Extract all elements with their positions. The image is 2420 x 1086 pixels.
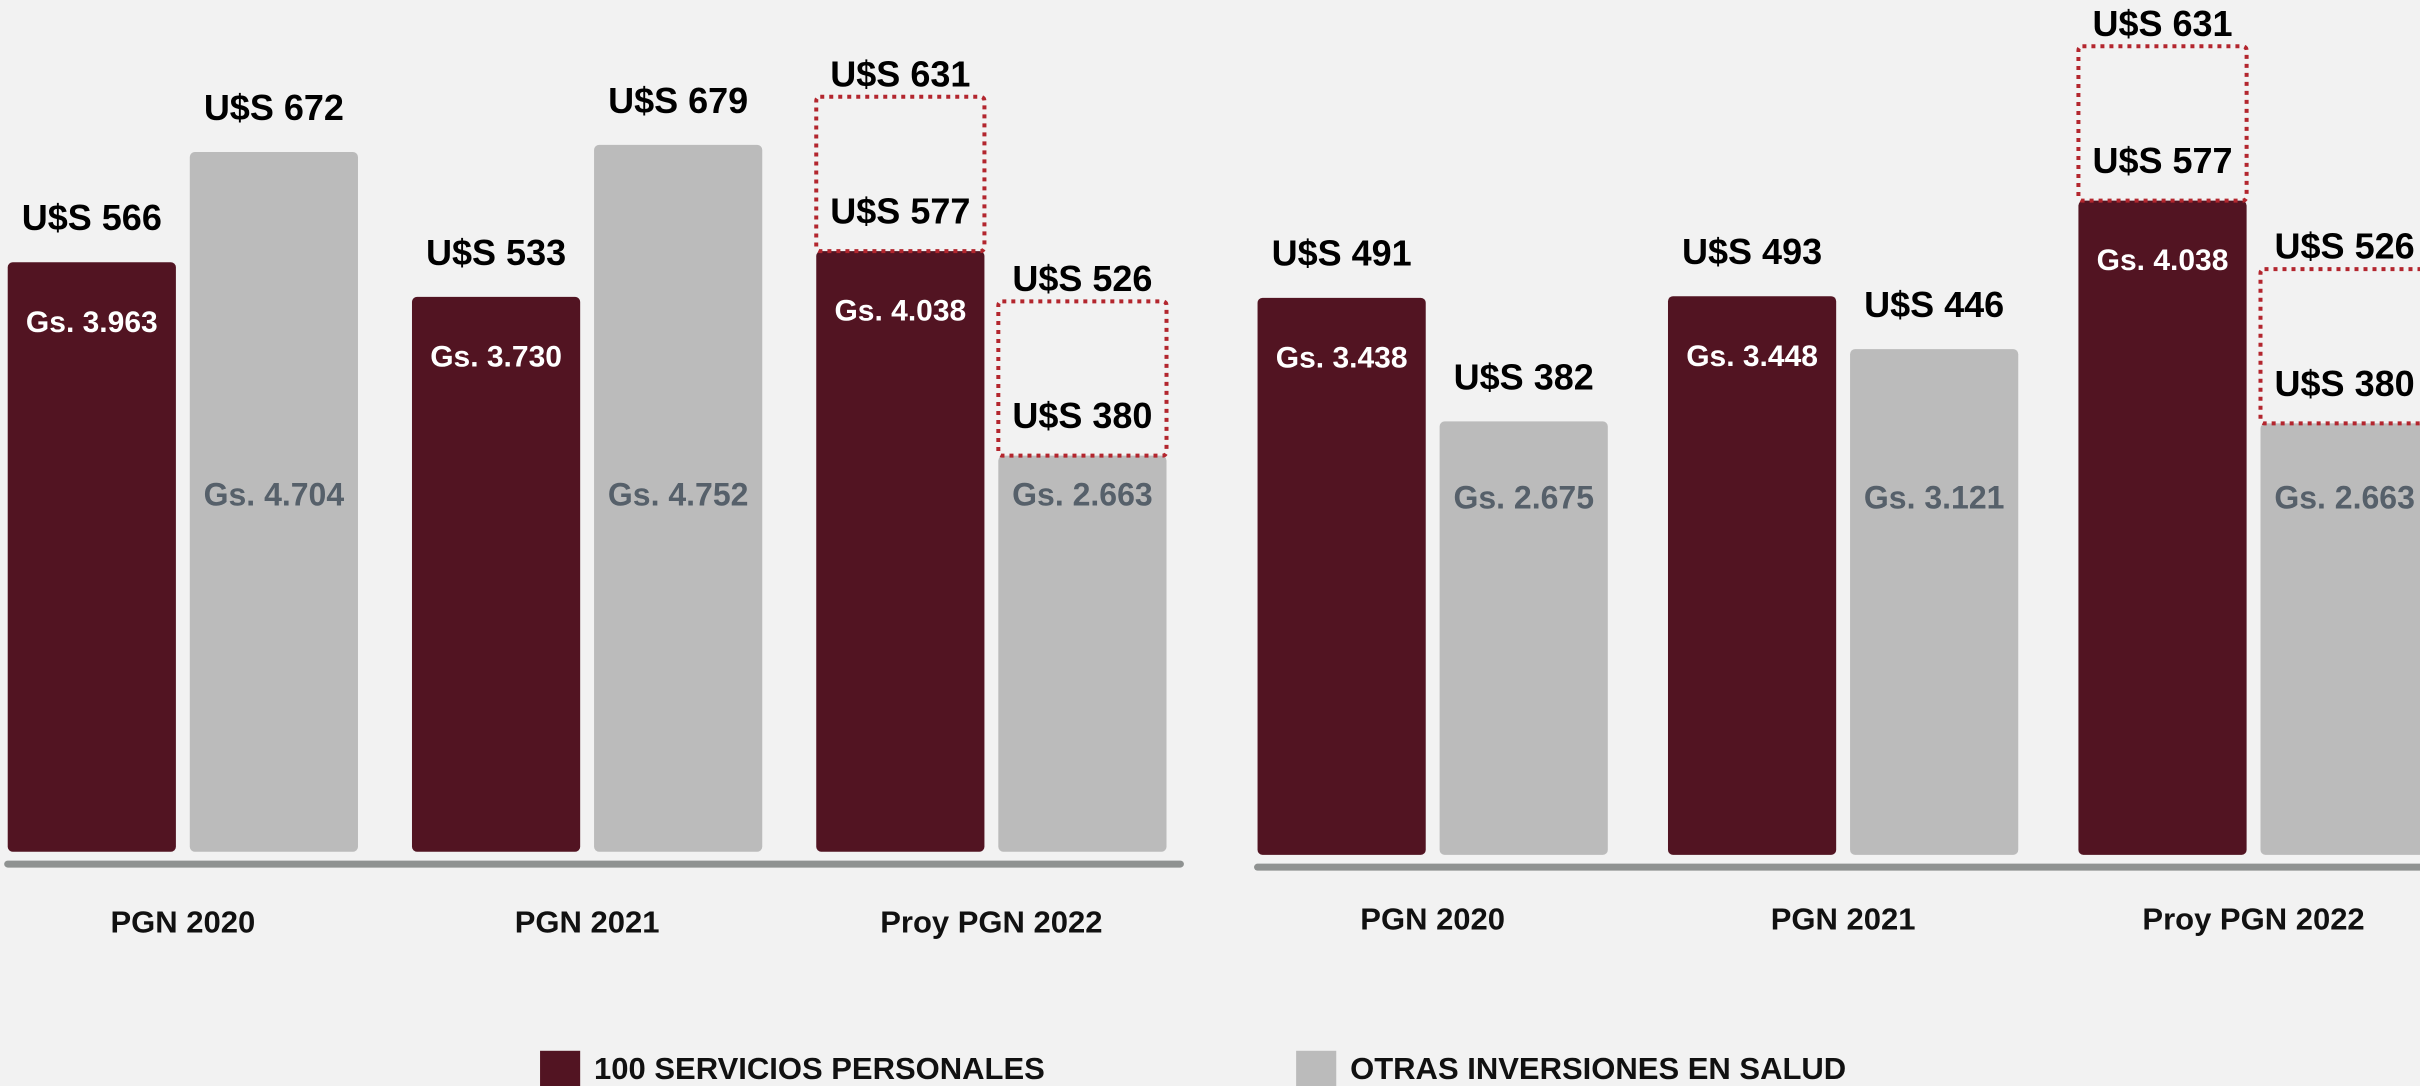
- value-label: Gs. 3.963: [26, 306, 158, 339]
- dashed-box: [996, 299, 1169, 458]
- usd-label: U$S 577: [2092, 140, 2232, 181]
- legend-label: OTRAS INVERSIONES EN SALUD: [1350, 1051, 1846, 1086]
- value-label: Gs. 2.663: [2274, 479, 2415, 515]
- legend-swatch: [540, 1050, 581, 1086]
- value-label: Gs. 4.038: [2097, 244, 2229, 277]
- bar: [1439, 421, 1608, 855]
- usd-label: U$S 380: [1012, 395, 1152, 436]
- bar: [816, 251, 985, 852]
- usd-label: U$S 672: [204, 87, 344, 128]
- category-label: Proy PGN 2022: [2142, 901, 2364, 936]
- value-label: Gs. 2.675: [1453, 479, 1594, 515]
- usd-alt-label: U$S 526: [2275, 226, 2415, 267]
- category-label: PGN 2020: [110, 904, 255, 939]
- value-label: Gs. 3.438: [1276, 341, 1408, 374]
- usd-label: U$S 380: [2275, 363, 2415, 404]
- category-label: PGN 2021: [515, 904, 660, 939]
- bar: [1667, 296, 1837, 855]
- category-label: PGN 2020: [1360, 901, 1505, 936]
- usd-label: U$S 446: [1864, 284, 2004, 325]
- usd-label: U$S 382: [1454, 356, 1594, 397]
- bar: [1850, 349, 2019, 855]
- dashed-box: [2076, 44, 2249, 203]
- value-label: Gs. 4.752: [608, 476, 749, 512]
- usd-label: U$S 491: [1272, 233, 1412, 274]
- bar: [2260, 423, 2420, 855]
- category-label: PGN 2021: [1771, 901, 1916, 936]
- value-label: Gs. 4.704: [204, 476, 345, 512]
- legend-label: 100 SERVICIOS PERSONALES: [594, 1051, 1045, 1086]
- usd-label: U$S 577: [830, 191, 970, 232]
- bar: [594, 144, 763, 852]
- dashed-box: [2258, 267, 2420, 426]
- value-label: Gs. 3.121: [1864, 479, 2005, 515]
- usd-label: U$S 493: [1682, 231, 1822, 272]
- value-label: Gs. 2.663: [1012, 476, 1153, 512]
- value-label: Gs. 3.448: [1686, 340, 1818, 373]
- bar: [2078, 200, 2247, 855]
- bar: [1257, 297, 1426, 855]
- usd-label: U$S 533: [426, 232, 566, 273]
- usd-alt-label: U$S 631: [2092, 3, 2232, 44]
- bar: [411, 296, 581, 852]
- usd-label: U$S 566: [22, 197, 162, 238]
- usd-alt-label: U$S 526: [1012, 258, 1152, 299]
- bar: [7, 262, 176, 852]
- value-label: Gs. 4.038: [834, 295, 966, 328]
- legend-swatch: [1296, 1050, 1337, 1086]
- bar: [998, 455, 1167, 852]
- bar: [189, 152, 358, 852]
- category-label: Proy PGN 2022: [880, 904, 1102, 939]
- usd-alt-label: U$S 631: [830, 53, 970, 94]
- value-label: Gs. 3.730: [430, 341, 562, 374]
- usd-label: U$S 679: [608, 80, 748, 121]
- dashed-box: [814, 94, 987, 254]
